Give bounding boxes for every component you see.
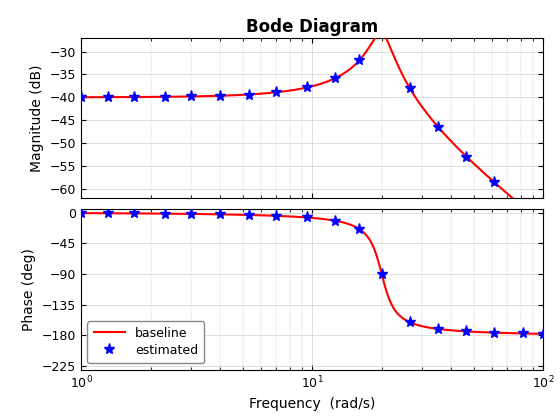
baseline: [526, 331, 533, 336]
estimated: [491, 330, 498, 335]
estimated: [491, 180, 498, 185]
estimated: [331, 76, 338, 81]
estimated: [217, 212, 223, 217]
estimated: [273, 90, 280, 95]
estimated: [104, 211, 111, 216]
baseline: [540, 331, 547, 336]
estimated: [217, 93, 223, 98]
baseline: [526, 210, 533, 215]
baseline: [377, 31, 384, 36]
Line: estimated: estimated: [76, 207, 549, 339]
estimated: [356, 58, 363, 63]
baseline: [290, 87, 297, 92]
estimated: [161, 211, 168, 216]
estimated: [435, 326, 441, 331]
baseline: [78, 210, 85, 215]
baseline: [442, 327, 449, 332]
estimated: [519, 331, 526, 336]
estimated: [540, 331, 547, 336]
baseline: [101, 211, 108, 216]
estimated: [131, 94, 138, 100]
estimated: [463, 329, 470, 334]
estimated: [161, 94, 168, 100]
Legend: baseline, estimated: baseline, estimated: [87, 321, 204, 363]
estimated: [273, 213, 280, 218]
estimated: [131, 211, 138, 216]
baseline: [540, 221, 547, 226]
baseline: [78, 95, 85, 100]
Line: baseline: baseline: [81, 213, 543, 334]
estimated: [379, 31, 385, 36]
Y-axis label: Magnitude (dB): Magnitude (dB): [30, 64, 44, 172]
estimated: [407, 320, 413, 325]
estimated: [519, 204, 526, 209]
estimated: [78, 95, 85, 100]
Line: estimated: estimated: [76, 28, 549, 229]
Title: Bode Diagram: Bode Diagram: [246, 18, 379, 36]
estimated: [356, 226, 363, 231]
estimated: [435, 124, 441, 129]
estimated: [304, 85, 310, 90]
estimated: [407, 86, 413, 91]
X-axis label: Frequency  (rad/s): Frequency (rad/s): [249, 396, 375, 411]
estimated: [78, 210, 85, 215]
estimated: [245, 213, 252, 218]
estimated: [104, 94, 111, 100]
estimated: [463, 154, 470, 159]
baseline: [302, 85, 309, 90]
estimated: [379, 272, 385, 277]
Y-axis label: Phase (deg): Phase (deg): [22, 248, 36, 331]
estimated: [245, 92, 252, 97]
baseline: [101, 94, 108, 100]
baseline: [526, 331, 533, 336]
baseline: [290, 214, 297, 219]
Line: baseline: baseline: [81, 33, 543, 224]
baseline: [302, 215, 309, 220]
baseline: [442, 132, 449, 137]
estimated: [540, 221, 547, 226]
baseline: [526, 210, 533, 215]
estimated: [304, 215, 310, 220]
estimated: [331, 218, 338, 223]
estimated: [188, 94, 195, 99]
estimated: [188, 211, 195, 216]
